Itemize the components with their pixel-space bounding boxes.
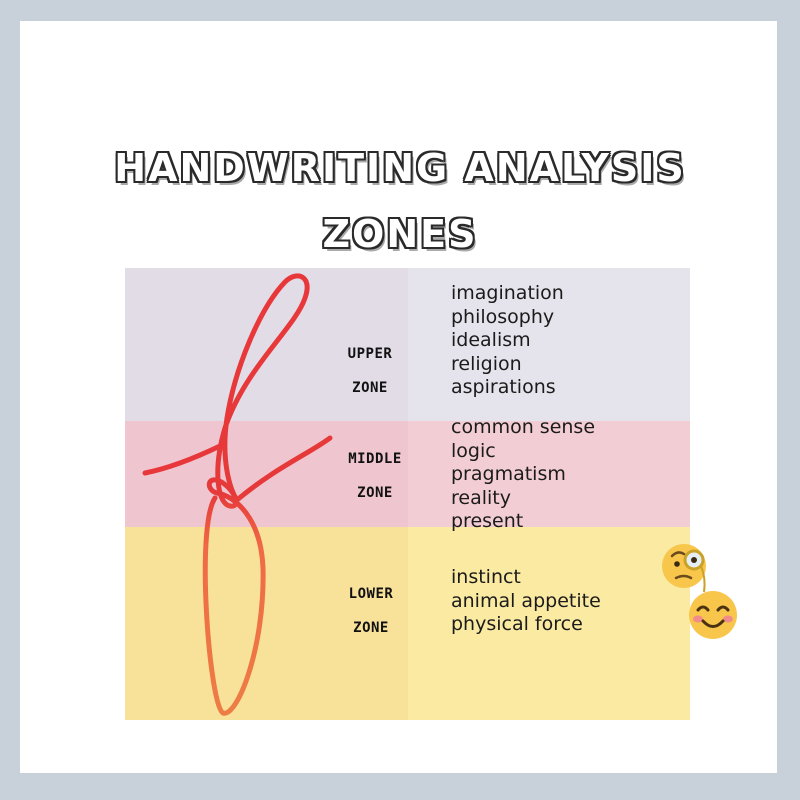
list-item: religion <box>451 352 522 375</box>
list-item: pragmatism <box>451 463 566 485</box>
title-line-2: ZONES <box>322 212 478 256</box>
middle-zone-photo-area <box>125 421 408 527</box>
zones-diagram <box>125 268 690 720</box>
upper-zone-band <box>125 268 690 421</box>
list-item: aspirations <box>451 376 556 398</box>
list-item: physical force <box>451 613 583 635</box>
list-item: instinct <box>451 566 521 588</box>
list-item: reality <box>451 486 511 509</box>
lower-zone-band <box>125 527 690 720</box>
list-item: animal appetite <box>451 589 601 612</box>
middle-zone-label-line-1: MIDDLE <box>348 451 402 467</box>
lower-zone-traits: instinct animal appetite physical force <box>451 566 601 637</box>
upper-zone-label-line-2: ZONE <box>352 380 388 396</box>
list-item: common sense <box>451 416 596 438</box>
list-item: present <box>451 510 524 532</box>
list-item: philosophy <box>451 305 555 328</box>
monocle-face-emoji-icon <box>662 544 706 593</box>
lower-zone-label-line-2: ZONE <box>353 620 389 636</box>
middle-zone-band <box>125 421 690 527</box>
middle-zone-label-line-2: ZONE <box>357 485 393 501</box>
list-item: imagination <box>451 282 564 304</box>
upper-zone-traits: imagination philosophy idealism religion… <box>451 282 564 400</box>
list-item: idealism <box>451 329 531 351</box>
upper-zone-label-line-1: UPPER <box>347 346 393 362</box>
smiling-face-emoji-icon <box>689 591 737 639</box>
list-item: logic <box>451 439 496 462</box>
handwritten-f-letter-icon <box>142 273 333 716</box>
middle-zone-traits: common sense logic pragmatism reality pr… <box>451 416 595 534</box>
upper-zone-photo-area <box>125 268 408 421</box>
lower-zone-photo-area <box>125 527 408 720</box>
lower-zone-label-line-1: LOWER <box>348 586 394 602</box>
title-line-1: HANDWRITING ANALYSIS <box>114 146 686 190</box>
